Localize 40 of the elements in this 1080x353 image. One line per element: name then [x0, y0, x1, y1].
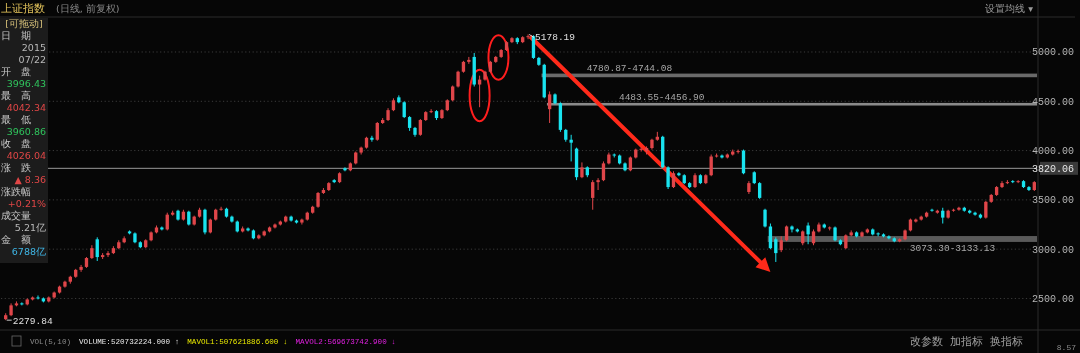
- annotation: 金 额: [1, 234, 31, 245]
- annotation: 日 期: [1, 30, 31, 41]
- y-tick-label: 4000.00: [1031, 146, 1074, 158]
- annotation: 开 盘: [1, 66, 31, 77]
- annotation: 最 低: [1, 114, 31, 125]
- y-tick-label: 2500.00: [1031, 293, 1074, 305]
- band-label: 3073.30-3133.13: [909, 242, 996, 254]
- annotation: 最 高: [1, 90, 31, 101]
- annotation: 5.21亿: [14, 222, 46, 233]
- annotation: 3996.43: [6, 78, 46, 89]
- annotation: 4026.04: [6, 150, 46, 161]
- annotation: 2279.84: [6, 315, 53, 327]
- y-tick-label: 5000.00: [1031, 47, 1074, 59]
- text: 加指标: [950, 335, 983, 348]
- text: 设置均线 ▾: [985, 3, 1034, 14]
- annotation: 涨跌幅: [1, 186, 31, 197]
- annotation: 收 盘: [1, 138, 31, 149]
- annotation: 涨 跌: [1, 162, 31, 173]
- annotation: 5178.19: [528, 32, 575, 44]
- annotation: 5178.19: [535, 32, 576, 44]
- annotation: 6788亿: [11, 246, 46, 257]
- annotation: 4042.34: [6, 102, 46, 113]
- text: 8.57: [1056, 343, 1077, 352]
- text: 改参数: [910, 335, 943, 348]
- text: 换指标: [990, 335, 1023, 348]
- title: 上证指数: [1, 2, 45, 14]
- annotation: [可拖动]: [5, 18, 43, 29]
- ref-line-label: 3820.06: [1031, 163, 1074, 175]
- band-label: 4780.87-4744.08: [586, 63, 673, 75]
- y-tick-label: 3500.00: [1031, 195, 1074, 207]
- annotation: +0.21%: [7, 198, 46, 209]
- y-tick-label: 3000.00: [1031, 244, 1074, 256]
- y-tick-label: 4500.00: [1031, 96, 1074, 108]
- subtitle: (日线, 前复权): [56, 3, 120, 14]
- band-label: 4483.55-4456.90: [618, 92, 705, 104]
- annotation: 07/22: [18, 54, 46, 65]
- annotation: 2015: [21, 42, 46, 53]
- annotation: 成交量: [1, 210, 31, 221]
- annotation: 3960.86: [6, 126, 46, 137]
- annotation: ▲ 8.36: [14, 174, 46, 185]
